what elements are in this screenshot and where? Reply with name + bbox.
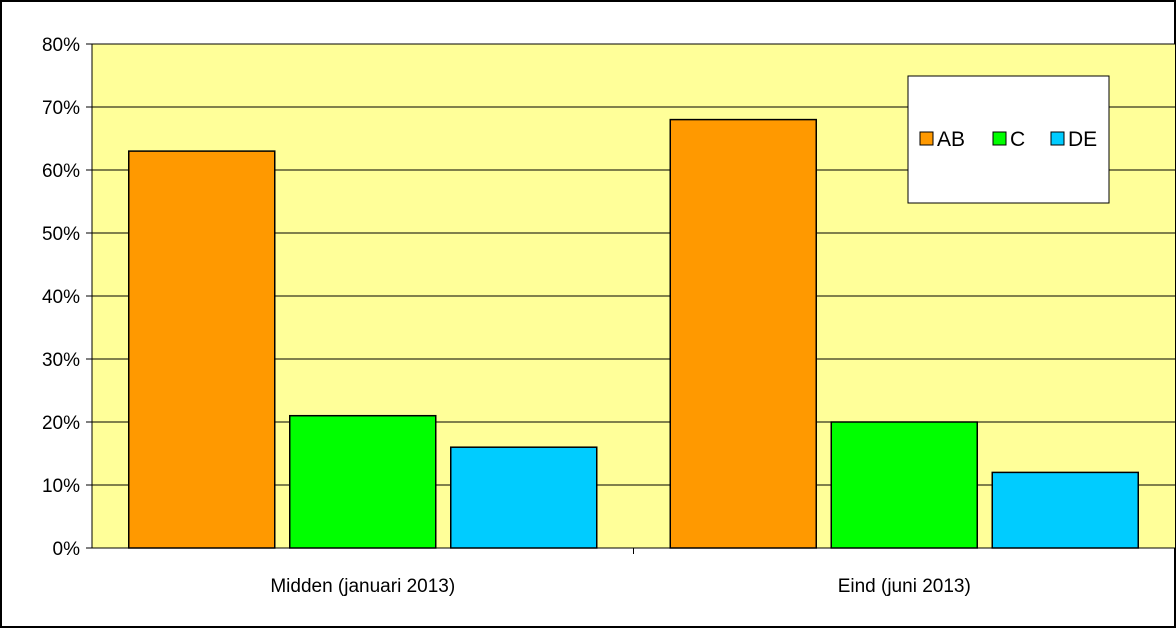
- y-axis-ticks: 0% 10% 20% 30% 40% 50% 60% 70% 80%: [42, 35, 92, 560]
- y-tick-label: 50%: [42, 224, 80, 245]
- legend-box: [907, 75, 1110, 204]
- bar-ab-0: [128, 150, 276, 549]
- bar-c-0: [289, 414, 437, 549]
- y-tick-label: 40%: [42, 287, 80, 308]
- y-tick-label: 30%: [42, 350, 80, 371]
- y-tick-label: 0%: [53, 539, 81, 560]
- bars: [128, 118, 1139, 549]
- y-tick-label: 10%: [42, 476, 80, 497]
- legend-swatch-ab: [919, 131, 934, 146]
- y-tick-label: 80%: [42, 35, 80, 56]
- x-category-label: Midden (januari 2013): [270, 576, 455, 597]
- bar-de-0: [450, 446, 598, 549]
- bar-c-1: [830, 421, 978, 549]
- legend: AB C DE: [907, 75, 1110, 204]
- bar-ab-1: [669, 118, 817, 549]
- x-category-label: Eind (juni 2013): [838, 576, 971, 597]
- legend-label-c: C: [1010, 128, 1025, 151]
- legend-label-ab: AB: [937, 128, 965, 151]
- x-axis-categories: Midden (januari 2013) Eind (juni 2013): [270, 548, 1176, 597]
- legend-swatch-de: [1050, 131, 1065, 146]
- y-tick-label: 20%: [42, 413, 80, 434]
- legend-label-de: DE: [1068, 128, 1097, 151]
- y-tick-label: 70%: [42, 98, 80, 119]
- bar-de-1: [991, 471, 1139, 549]
- y-tick-label: 60%: [42, 161, 80, 182]
- legend-swatch-c: [992, 131, 1007, 146]
